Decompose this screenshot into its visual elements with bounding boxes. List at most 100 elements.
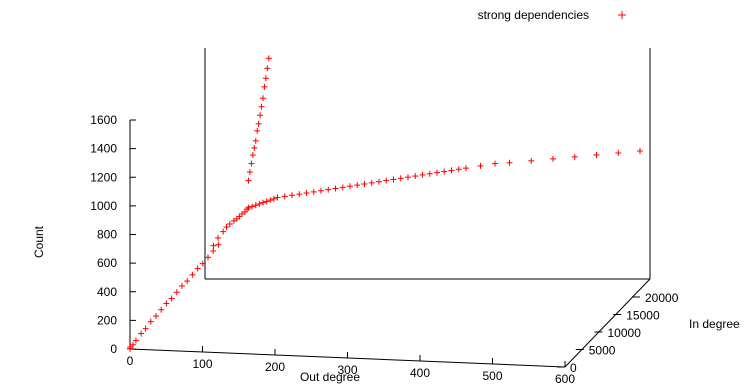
points-group bbox=[127, 55, 643, 352]
data-point bbox=[270, 195, 277, 202]
data-point bbox=[261, 83, 268, 90]
data-point bbox=[267, 197, 274, 204]
data-point bbox=[246, 169, 253, 176]
y-axis bbox=[564, 278, 651, 368]
data-point bbox=[506, 159, 513, 166]
data-point bbox=[184, 278, 191, 285]
data-point bbox=[132, 337, 139, 344]
data-point bbox=[205, 254, 211, 261]
data-point bbox=[260, 199, 266, 206]
legend: strong dependencies bbox=[478, 8, 626, 22]
data-point bbox=[281, 193, 288, 200]
axes-group bbox=[129, 48, 651, 368]
z-tick-label: 400 bbox=[97, 285, 117, 299]
x-tick-label: 0 bbox=[127, 354, 134, 368]
data-point bbox=[455, 166, 462, 173]
data-point bbox=[251, 144, 258, 151]
data-point bbox=[274, 194, 281, 201]
data-point bbox=[376, 178, 382, 185]
data-point bbox=[477, 162, 484, 169]
data-point bbox=[528, 157, 535, 164]
data-point bbox=[412, 173, 419, 180]
z-tick-label: 200 bbox=[97, 313, 117, 327]
legend-marker-series-0 bbox=[618, 11, 626, 19]
data-point bbox=[245, 204, 252, 211]
data-point bbox=[194, 265, 201, 272]
data-point bbox=[257, 112, 264, 119]
x-tick-label: 300 bbox=[337, 363, 357, 377]
data-point bbox=[637, 148, 643, 155]
y-tick-label: 15000 bbox=[626, 309, 660, 323]
data-point bbox=[310, 188, 317, 195]
data-point bbox=[615, 149, 622, 156]
z-tick-label: 0 bbox=[110, 342, 117, 356]
data-point bbox=[332, 185, 339, 192]
data-point bbox=[397, 175, 404, 182]
data-point bbox=[441, 168, 448, 175]
data-point bbox=[426, 170, 433, 177]
data-point bbox=[419, 171, 426, 178]
data-point bbox=[220, 228, 227, 235]
data-point bbox=[256, 200, 263, 207]
data-point bbox=[189, 271, 196, 278]
data-point bbox=[263, 198, 270, 205]
data-point bbox=[163, 300, 170, 307]
x-tick-label: 100 bbox=[192, 357, 212, 371]
data-point bbox=[289, 192, 295, 199]
data-point bbox=[550, 155, 556, 162]
legend-label-series-0: strong dependencies bbox=[478, 8, 589, 22]
data-point bbox=[361, 180, 368, 187]
data-point bbox=[405, 174, 411, 181]
data-point bbox=[252, 202, 259, 209]
data-point bbox=[368, 179, 375, 186]
x-axis-label: Out degree bbox=[300, 370, 360, 384]
data-point bbox=[354, 182, 361, 189]
data-point bbox=[168, 295, 175, 302]
data-point bbox=[129, 341, 136, 348]
data-point bbox=[215, 241, 222, 248]
data-point bbox=[153, 313, 159, 320]
y-tick-label: 0 bbox=[570, 361, 577, 375]
data-point bbox=[210, 242, 217, 249]
z-tick-label: 800 bbox=[97, 228, 117, 242]
data-point bbox=[265, 55, 272, 62]
x-tick-label: 500 bbox=[482, 369, 502, 383]
data-point bbox=[383, 177, 390, 184]
data-point bbox=[179, 282, 185, 289]
z-tick-label: 1600 bbox=[90, 113, 117, 127]
data-point bbox=[158, 306, 165, 313]
data-point bbox=[339, 184, 346, 191]
z-axis-label: Count bbox=[32, 225, 46, 258]
y-tick-label: 20000 bbox=[645, 291, 679, 305]
data-point bbox=[390, 176, 397, 183]
data-point bbox=[463, 165, 469, 172]
data-point bbox=[492, 160, 498, 167]
data-point bbox=[226, 220, 233, 227]
data-point bbox=[142, 325, 149, 332]
data-point bbox=[147, 318, 154, 325]
data-point bbox=[223, 224, 230, 231]
data-point bbox=[260, 95, 266, 102]
data-point bbox=[325, 186, 332, 193]
data-point bbox=[303, 190, 310, 197]
data-point bbox=[199, 260, 206, 267]
data-point bbox=[252, 137, 259, 144]
data-point bbox=[434, 169, 440, 176]
data-point bbox=[138, 330, 145, 337]
ticks-group bbox=[129, 119, 640, 368]
x-tick-label: 400 bbox=[410, 366, 430, 380]
data-point bbox=[448, 167, 455, 174]
data-point bbox=[593, 151, 600, 158]
data-point bbox=[245, 177, 252, 184]
data-point bbox=[264, 65, 271, 72]
z-tick-label: 1400 bbox=[90, 142, 117, 156]
z-tick-label: 1000 bbox=[90, 199, 117, 213]
z-tick-label: 600 bbox=[97, 256, 117, 270]
y-tick-label: 5000 bbox=[589, 344, 616, 358]
data-point bbox=[210, 248, 217, 255]
data-point bbox=[318, 187, 324, 194]
z-tick-label: 1200 bbox=[90, 170, 117, 184]
x-tick-label: 600 bbox=[555, 372, 575, 385]
y-axis-label: In degree bbox=[689, 317, 740, 331]
